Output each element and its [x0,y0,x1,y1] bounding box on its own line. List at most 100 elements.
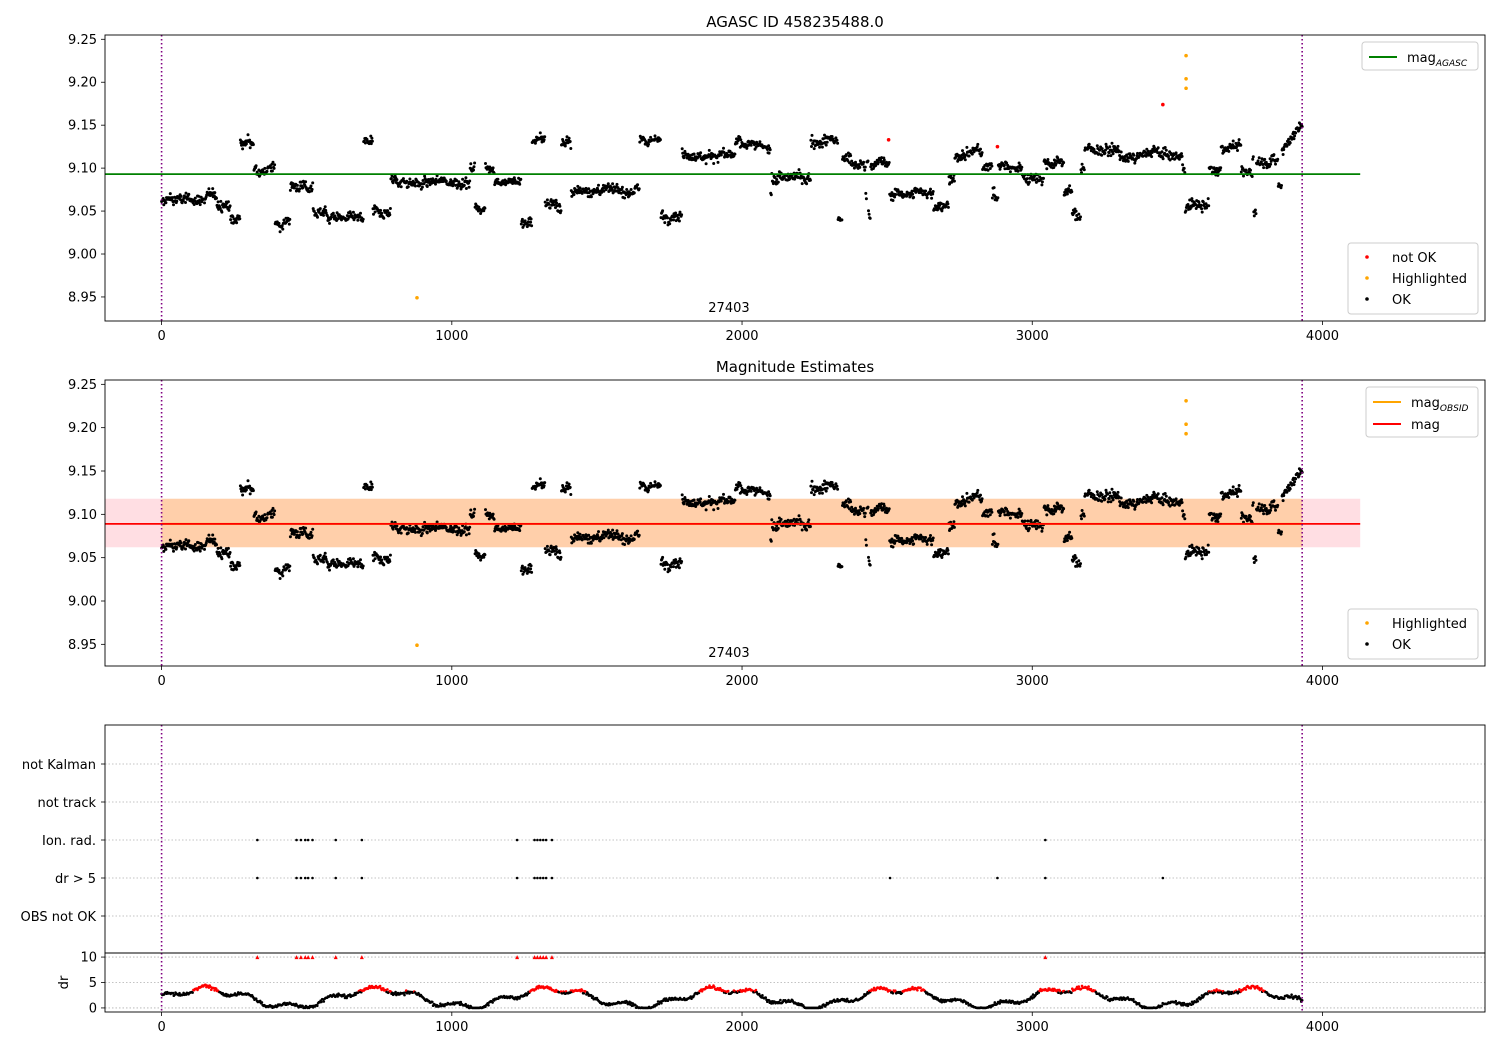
ok-point [1189,205,1193,209]
ok-point [712,162,716,165]
ok-point [281,574,285,578]
ok-point [254,510,258,514]
ok-point [965,145,969,149]
ok-point [722,146,725,150]
ok-point [473,507,477,511]
ok-point [238,217,242,221]
ok-point [1008,516,1012,520]
ok-point [1065,192,1069,196]
ok-point [386,209,390,213]
ok-point [1078,217,1082,221]
ok-point [768,494,772,498]
ok-point [638,486,642,490]
ok-point [1082,168,1086,172]
legend-point-label: Highlighted [1392,617,1467,632]
ok-point [806,174,810,178]
ok-point [421,525,425,529]
highlighted-point [415,296,419,300]
y-tick-label: 9.20 [68,76,97,91]
ok-point [996,542,1000,546]
ok-point [175,199,179,203]
ok-point [238,564,242,567]
y-tick-label: 9.00 [68,248,97,263]
ok-point [1293,134,1297,138]
ok-point [295,530,299,534]
y-tick-label: 8.95 [68,638,97,653]
ok-point [616,532,620,536]
ok-point [291,528,295,532]
ok-point [864,191,868,195]
ok-point [277,568,281,572]
ok-point [1269,162,1273,166]
flag-point [1161,876,1165,880]
ok-point [248,492,252,496]
ok-point [1025,177,1029,181]
ok-point [1087,142,1091,146]
ok-point [858,165,862,169]
ok-point [1092,147,1096,151]
ok-point [542,484,546,488]
ok-point [1109,154,1113,158]
ok-point [421,179,425,182]
ok-point [1080,517,1083,521]
ok-point [992,186,996,190]
ok-point [961,149,964,153]
ok-point [547,202,551,206]
ok-point [1180,501,1184,504]
ok-point [477,205,481,209]
ok-point [931,192,935,196]
ok-point [237,561,241,565]
flag-point [515,838,519,842]
ok-point [924,536,928,539]
ok-point [351,210,355,214]
ok-point [543,481,547,485]
ok-point [844,153,848,157]
ok-point [378,214,382,218]
ok-point [434,529,437,532]
ok-point [265,169,269,173]
ok-point [288,535,292,539]
ok-point [1110,487,1114,491]
flag-point [306,838,310,842]
ok-point [496,177,500,181]
ok-point [776,180,780,184]
ok-point [824,143,828,147]
ok-point [483,206,487,210]
ok-point [492,517,496,521]
ok-point [1045,167,1049,171]
ok-point [1106,146,1110,150]
legend-point-swatch [1365,276,1369,280]
ok-point [373,557,377,561]
ok-point [468,179,472,183]
ok-point [287,569,291,573]
ok-point [1197,547,1201,551]
legend-line-subscript: OBSID [1440,404,1469,414]
ok-point [912,542,916,546]
ok-point [518,529,522,533]
ok-point [1100,499,1104,503]
x-tick-label: 3000 [1016,674,1049,689]
ok-point [207,187,211,191]
ok-point [203,547,206,551]
ok-point [866,505,870,509]
ok-point [1268,503,1272,507]
ok-point [965,491,969,495]
ok-point [198,545,202,549]
ok-point [1292,483,1296,487]
ok-point [1200,210,1204,214]
ok-point [545,544,549,548]
ok-point [519,569,523,573]
ok-point [758,140,762,144]
ok-point [246,133,250,137]
ok-point [598,193,602,197]
ok-point [184,201,187,204]
ok-point [464,187,468,190]
ok-point [462,530,466,534]
ok-point [482,555,486,559]
ok-point [484,508,487,512]
ok-point [434,177,438,181]
ok-point [1146,149,1150,153]
flag-category-label: dr > 5 [55,872,96,887]
line-legend [1361,41,1479,71]
